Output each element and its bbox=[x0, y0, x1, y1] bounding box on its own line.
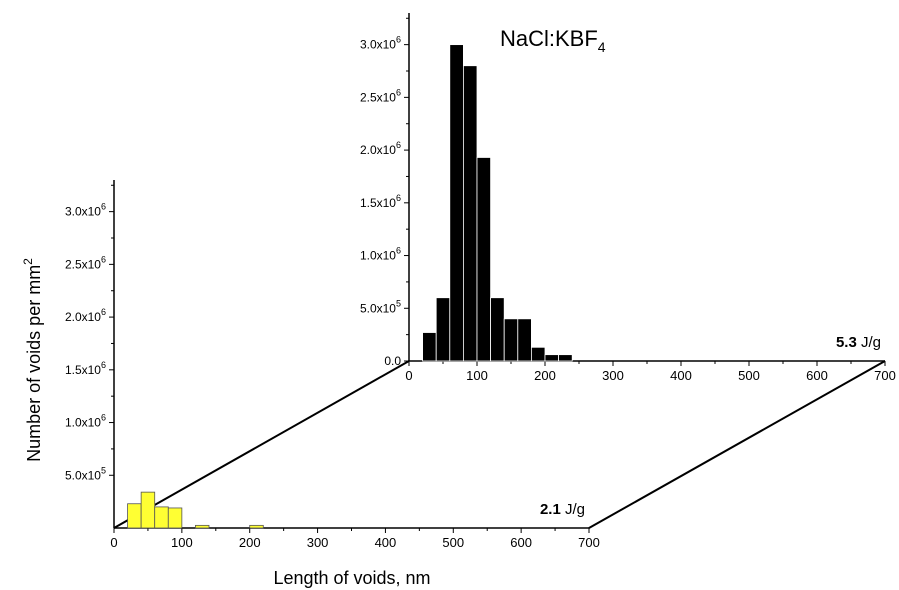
front-bar bbox=[249, 524, 264, 529]
back-x-tick-label: 0 bbox=[405, 368, 412, 383]
back-bar bbox=[462, 65, 478, 362]
back-x-tick-label: 100 bbox=[466, 368, 488, 383]
back-y-tick-label: 0.0 bbox=[384, 354, 401, 368]
back-y-tick-label: 3.0x106 bbox=[360, 35, 401, 52]
front-bar bbox=[154, 506, 169, 529]
front-y-tick-label: 1.5x106 bbox=[65, 360, 106, 377]
back-x-tick-label: 700 bbox=[874, 368, 896, 383]
back-dose-label: 5.3 J/g bbox=[836, 334, 881, 351]
back-y-tick-label: 1.0x106 bbox=[360, 246, 401, 263]
front-bar bbox=[140, 491, 156, 529]
back-y-tick-label: 5.0x105 bbox=[360, 298, 401, 315]
front-y-tick-label: 2.5x106 bbox=[65, 254, 106, 271]
front-y-tick-label: 1.0x106 bbox=[65, 413, 106, 430]
front-x-tick-label: 0 bbox=[110, 535, 117, 550]
x-axis-title: Length of voids, nm bbox=[273, 568, 430, 588]
front-bar bbox=[127, 503, 142, 529]
back-bar bbox=[476, 157, 492, 362]
back-bar bbox=[422, 332, 437, 362]
chart-title: NaCl:KBF4 bbox=[500, 26, 606, 55]
floor-left-edge bbox=[113, 360, 410, 529]
back-y-tick-label: 2.0x106 bbox=[360, 140, 401, 157]
back-bar bbox=[517, 318, 532, 362]
front-x-tick-label: 300 bbox=[307, 535, 329, 550]
front-bar bbox=[195, 524, 210, 529]
back-bar bbox=[558, 354, 573, 362]
front-dose-label: 2.1 J/g bbox=[540, 501, 585, 518]
front-panel: 0 100 200 300 400 500 600 700 5.0x105 1.0x106 1.5x… bbox=[65, 180, 600, 550]
back-x-tick-label: 200 bbox=[534, 368, 556, 383]
front-x-tick-label: 400 bbox=[375, 535, 397, 550]
front-bar bbox=[167, 507, 183, 529]
floor-right-edge bbox=[588, 360, 886, 529]
front-x-tick-label: 200 bbox=[239, 535, 261, 550]
back-panel: 0 100 200 300 400 500 600 700 0.0 5.0x105 1.0x106 1… bbox=[360, 13, 896, 383]
back-y-tick-label: 1.5x106 bbox=[360, 193, 401, 210]
front-y-tick-label: 5.0x105 bbox=[65, 465, 106, 482]
front-y-tick-label: 3.0x106 bbox=[65, 202, 106, 219]
back-bar bbox=[490, 297, 505, 362]
y-axis-title: Number of voids per mm2 bbox=[21, 258, 44, 462]
back-bar bbox=[503, 318, 519, 362]
front-x-tick-label: 700 bbox=[578, 535, 600, 550]
front-x-tick-label: 100 bbox=[171, 535, 193, 550]
back-x-tick-label: 600 bbox=[806, 368, 828, 383]
back-bar bbox=[531, 346, 546, 362]
back-bar bbox=[449, 44, 464, 362]
back-bar bbox=[544, 354, 560, 362]
back-bar bbox=[435, 297, 451, 362]
front-x-tick-label: 500 bbox=[442, 535, 464, 550]
back-x-tick-label: 300 bbox=[602, 368, 624, 383]
front-y-tick-label: 2.0x106 bbox=[65, 307, 106, 324]
back-x-tick-label: 400 bbox=[670, 368, 692, 383]
front-x-tick-label: 600 bbox=[510, 535, 532, 550]
axes-layer bbox=[113, 360, 886, 529]
back-y-tick-label: 2.5x106 bbox=[360, 87, 401, 104]
back-x-tick-label: 500 bbox=[738, 368, 760, 383]
